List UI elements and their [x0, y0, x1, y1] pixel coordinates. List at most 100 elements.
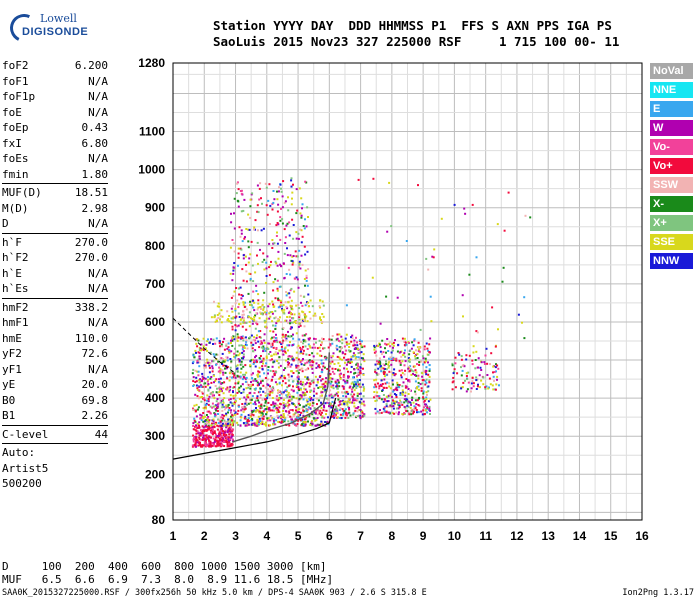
- echo-point: [451, 388, 454, 391]
- echo-point: [276, 242, 279, 245]
- echo-point: [361, 346, 364, 349]
- echo-point: [322, 338, 325, 341]
- echo-point: [230, 296, 233, 299]
- echo-point: [298, 397, 301, 400]
- echo-point: [222, 424, 225, 427]
- echo-point: [191, 372, 194, 375]
- echo-point: [218, 340, 221, 342]
- echo-point: [478, 386, 481, 389]
- echo-point: [298, 352, 301, 355]
- param-value: N/A: [88, 74, 108, 88]
- echo-point: [239, 424, 242, 427]
- echo-point: [192, 360, 195, 363]
- echo-point: [307, 378, 310, 381]
- echo-point: [206, 384, 209, 387]
- echo-point: [243, 417, 246, 420]
- echo-point: [281, 218, 284, 221]
- echo-point: [206, 349, 209, 352]
- echo-point: [425, 366, 428, 369]
- echo-point: [208, 444, 211, 447]
- echo-point: [250, 381, 252, 383]
- lowell-digisonde-logo: Lowell DIGISONDE: [6, 8, 88, 48]
- echo-point: [287, 405, 290, 407]
- echo-point: [378, 397, 381, 400]
- echo-point: [237, 423, 240, 426]
- echo-point: [231, 317, 234, 320]
- echo-point: [321, 415, 324, 418]
- echo-point: [296, 379, 299, 382]
- echo-point: [479, 366, 482, 369]
- echo-point: [272, 409, 275, 412]
- echo-point: [344, 382, 347, 385]
- echo-point: [201, 433, 204, 436]
- echo-point: [228, 437, 230, 440]
- echo-point: [288, 268, 291, 271]
- software-version: Ion2Png 1.3.17: [622, 588, 694, 598]
- echo-point: [316, 381, 319, 384]
- echo-point: [211, 406, 214, 409]
- echo-point: [278, 285, 281, 288]
- echo-point: [208, 371, 211, 374]
- echo-point: [285, 403, 288, 406]
- echo-point: [337, 394, 339, 397]
- echo-point: [309, 402, 312, 405]
- echo-point: [242, 319, 245, 322]
- echo-point: [266, 213, 269, 216]
- echo-point: [300, 229, 303, 232]
- echo-point: [311, 346, 314, 349]
- echo-point: [207, 437, 210, 440]
- echo-point: [303, 334, 306, 337]
- echo-point: [206, 425, 209, 428]
- echo-point: [295, 385, 298, 388]
- param-key: hmF1: [2, 316, 29, 329]
- echo-point: [290, 355, 293, 358]
- echo-point: [268, 183, 271, 186]
- echo-point: [205, 424, 207, 426]
- echo-point: [362, 373, 365, 376]
- echo-point: [347, 375, 349, 378]
- echo-point: [199, 432, 202, 435]
- echo-point: [430, 320, 433, 323]
- echo-point: [355, 381, 358, 384]
- echo-point: [422, 392, 425, 395]
- echo-point: [249, 216, 252, 219]
- y-tick-label: 900: [145, 201, 165, 215]
- echo-point: [220, 444, 223, 447]
- echo-point: [494, 388, 497, 391]
- params-group-frequencies: foF2 6.200 foF1 N/A foF1p N/A foE N/A foEp 0.43 fx…: [2, 58, 108, 182]
- echo-point: [376, 391, 379, 394]
- echo-point: [358, 379, 361, 381]
- echo-point: [382, 351, 385, 354]
- echo-point: [288, 403, 291, 406]
- param-value: 2.98: [81, 201, 109, 215]
- echo-point: [245, 228, 248, 230]
- echo-point: [440, 217, 443, 220]
- param-key: foF1p: [2, 90, 36, 103]
- echo-point: [268, 312, 271, 315]
- echo-point: [257, 373, 260, 376]
- echo-point: [286, 361, 289, 364]
- echo-point: [297, 387, 300, 390]
- echo-point: [410, 410, 413, 413]
- echo-point: [303, 227, 306, 230]
- echo-point: [231, 419, 233, 422]
- echo-point: [421, 413, 424, 416]
- echo-point: [376, 360, 378, 363]
- echo-point: [206, 410, 209, 413]
- echo-point: [322, 304, 325, 307]
- echo-point: [492, 365, 495, 368]
- echo-point: [326, 368, 329, 370]
- echo-point: [192, 408, 194, 411]
- echo-point: [196, 395, 199, 398]
- x-tick-label: 13: [542, 529, 556, 543]
- echo-point: [236, 199, 239, 202]
- echo-point: [275, 395, 278, 398]
- echo-point: [222, 373, 225, 376]
- echo-point: [203, 366, 206, 369]
- echo-point: [196, 427, 199, 430]
- echo-point: [269, 311, 272, 314]
- echo-point: [204, 415, 206, 418]
- echo-point: [221, 361, 224, 364]
- echo-point: [195, 342, 198, 345]
- echo-point: [229, 401, 232, 404]
